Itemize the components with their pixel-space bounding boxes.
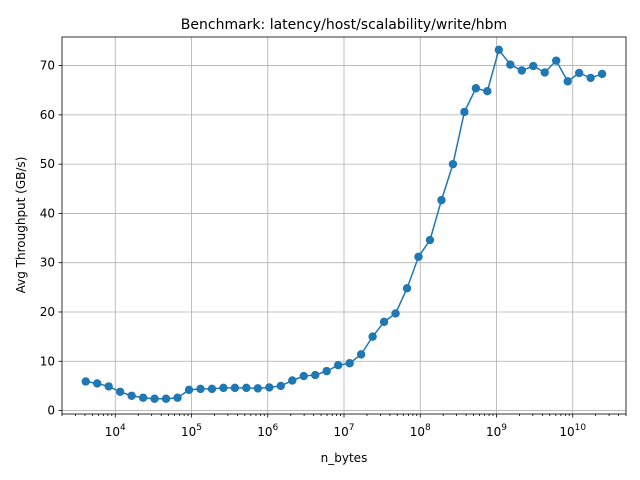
data-point bbox=[127, 391, 136, 400]
y-tick-label: 20 bbox=[40, 305, 55, 319]
data-point bbox=[563, 77, 572, 86]
chart-title: Benchmark: latency/host/scalability/writ… bbox=[181, 17, 507, 33]
series-layer bbox=[81, 45, 607, 403]
data-point bbox=[402, 284, 412, 293]
data-point bbox=[196, 384, 205, 394]
data-point bbox=[574, 68, 584, 78]
data-point bbox=[483, 87, 492, 96]
data-point bbox=[138, 393, 148, 402]
data-point bbox=[552, 56, 561, 65]
data-point bbox=[333, 361, 343, 370]
data-point bbox=[93, 379, 102, 388]
x-tick-label: 108 bbox=[410, 423, 431, 439]
grid-lines bbox=[62, 37, 626, 414]
data-point bbox=[184, 385, 194, 395]
data-point bbox=[207, 384, 217, 394]
y-tick-label: 70 bbox=[40, 59, 55, 73]
x-tick-label: 105 bbox=[181, 423, 202, 439]
data-point bbox=[437, 195, 446, 205]
data-point bbox=[115, 387, 125, 397]
data-point bbox=[540, 68, 549, 77]
x-tick-label: 1010 bbox=[559, 423, 586, 439]
y-tick-label: 0 bbox=[47, 404, 55, 418]
data-point bbox=[529, 61, 538, 71]
x-tick-label: 106 bbox=[257, 423, 278, 439]
data-point bbox=[391, 309, 400, 318]
data-point bbox=[425, 235, 435, 245]
data-point bbox=[150, 394, 159, 403]
data-point bbox=[219, 383, 228, 393]
data-point bbox=[517, 66, 526, 75]
data-point bbox=[460, 107, 469, 117]
data-point bbox=[299, 371, 308, 381]
series-line bbox=[85, 48, 603, 400]
x-tick-label: 104 bbox=[105, 423, 126, 439]
x-tick-label: 107 bbox=[333, 423, 354, 439]
data-point bbox=[597, 69, 607, 79]
data-point bbox=[104, 382, 113, 391]
data-point bbox=[265, 383, 274, 392]
data-point bbox=[81, 377, 90, 386]
y-tick-label: 10 bbox=[40, 354, 55, 368]
data-point bbox=[253, 384, 263, 393]
data-point bbox=[379, 317, 389, 327]
data-point bbox=[230, 383, 240, 393]
data-point bbox=[161, 394, 171, 403]
data-point bbox=[494, 45, 504, 55]
data-point bbox=[506, 60, 515, 69]
y-tick-label: 60 bbox=[40, 108, 55, 122]
data-point bbox=[276, 381, 286, 391]
data-point bbox=[173, 393, 182, 402]
axes: 104 105 106 107 108 109 1010 0 10 20 30 40 50 60 70 bbox=[40, 36, 627, 439]
data-point bbox=[242, 383, 251, 393]
data-point bbox=[448, 159, 458, 169]
x-axis-title: n_bytes bbox=[321, 451, 368, 465]
data-point bbox=[311, 370, 320, 380]
data-point bbox=[586, 73, 595, 83]
y-tick-label: 40 bbox=[40, 206, 55, 220]
y-axis-title: Avg Throughput (GB/s) bbox=[14, 157, 28, 294]
data-point bbox=[356, 350, 366, 359]
data-point bbox=[322, 366, 331, 376]
data-point bbox=[345, 359, 354, 368]
data-point bbox=[471, 84, 481, 93]
y-tick-label: 30 bbox=[40, 256, 55, 270]
data-point bbox=[288, 376, 297, 385]
x-tick-label: 109 bbox=[486, 423, 507, 439]
y-tick-label: 50 bbox=[40, 157, 55, 171]
data-point bbox=[368, 332, 377, 341]
data-point bbox=[414, 252, 423, 261]
